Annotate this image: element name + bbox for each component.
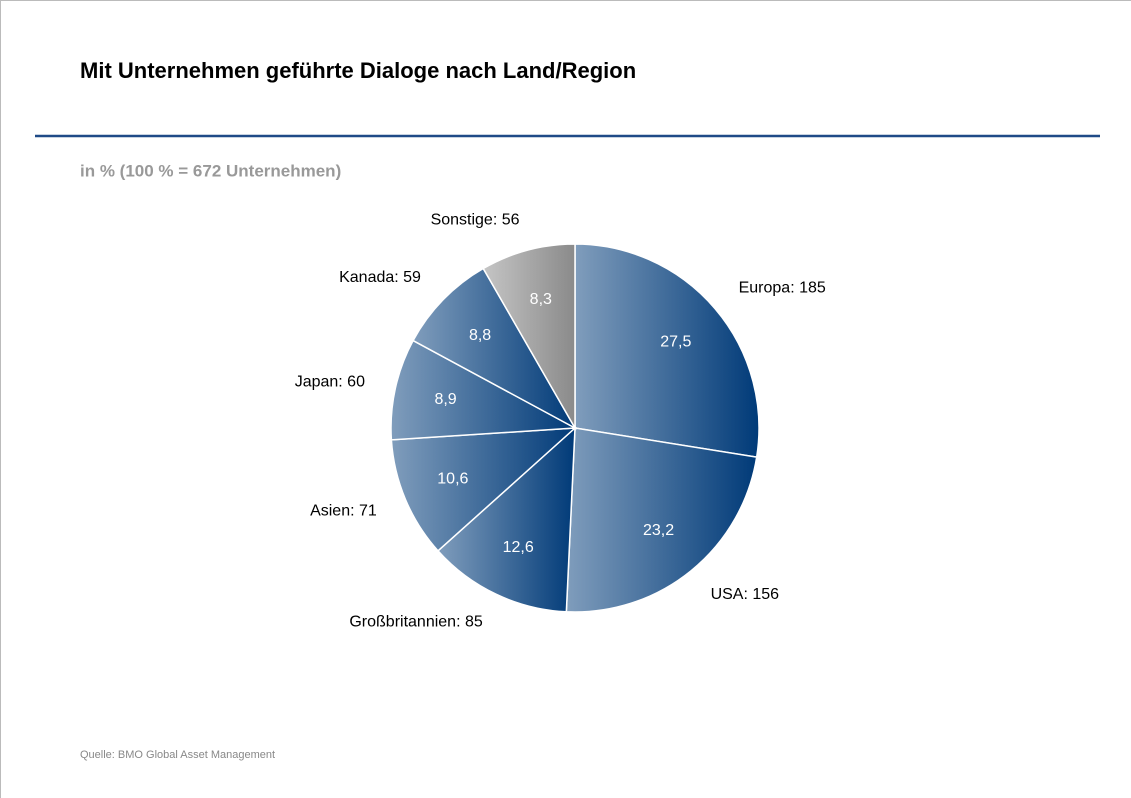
value-label: 27,5: [660, 333, 691, 350]
category-label: Asien: 71: [310, 503, 377, 520]
value-label: 23,2: [643, 522, 674, 539]
value-label: 12,6: [503, 539, 534, 556]
subtitle: in % (100 % = 672 Unternehmen): [80, 161, 341, 180]
value-label: 8,9: [434, 391, 456, 408]
value-label: 8,8: [469, 327, 491, 344]
value-label: 10,6: [437, 471, 468, 488]
value-label: 8,3: [530, 291, 552, 308]
category-label: Großbritannien: 85: [349, 613, 483, 630]
chart-title: Mit Unternehmen geführte Dialoge nach La…: [80, 58, 636, 83]
pie-slice: [565, 427, 758, 613]
category-label: Kanada: 59: [339, 269, 421, 286]
category-label: USA: 156: [711, 586, 780, 603]
pie-slice: [390, 339, 578, 441]
category-label: Japan: 60: [295, 373, 365, 390]
pie-slice: [574, 243, 760, 458]
source: Quelle: BMO Global Asset Management: [80, 749, 275, 761]
pie-slice: [436, 426, 576, 613]
category-label: Europa: 185: [739, 280, 826, 297]
pie-slice: [412, 267, 577, 430]
pie-slice: [482, 243, 576, 431]
pie-slice: [390, 427, 578, 552]
category-label: Sonstige: 56: [431, 212, 520, 229]
